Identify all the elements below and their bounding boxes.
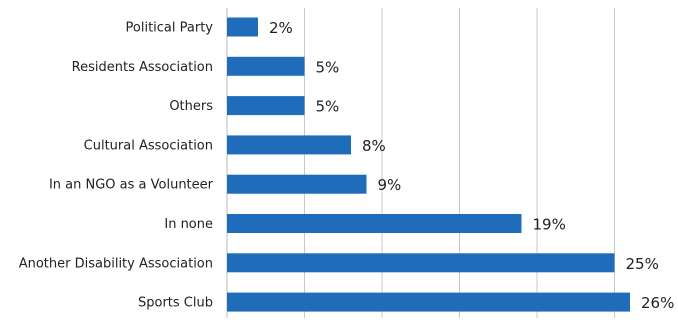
category-label: Political Party: [126, 21, 214, 36]
bar: [227, 96, 305, 116]
value-label: 5%: [316, 98, 340, 116]
category-label: Sports Club: [138, 296, 213, 311]
bars: [227, 17, 630, 312]
category-label: Cultural Association: [84, 138, 213, 153]
value-label: 19%: [533, 216, 566, 234]
value-label: 9%: [378, 176, 402, 194]
value-labels: 2% 5% 5% 8% 9% 19% 25% 26%: [269, 19, 674, 312]
value-label: 8%: [362, 137, 386, 155]
category-label: Residents Association: [72, 60, 213, 75]
value-label: 2%: [269, 19, 293, 37]
category-label: Another Disability Association: [19, 256, 213, 271]
value-label: 5%: [316, 58, 340, 76]
category-label: In an NGO as a Volunteer: [49, 178, 214, 193]
category-label: Others: [169, 99, 213, 114]
category-label: In none: [164, 217, 213, 232]
bar: [227, 174, 367, 194]
value-label: 25%: [626, 255, 659, 273]
bar: [227, 135, 351, 155]
bar: [227, 253, 615, 273]
bar: [227, 56, 305, 76]
category-labels: Political Party Residents Association Othe…: [19, 21, 214, 311]
bar: [227, 214, 522, 233]
bar: [227, 292, 630, 312]
value-label: 26%: [641, 294, 674, 312]
bar: [227, 17, 258, 37]
